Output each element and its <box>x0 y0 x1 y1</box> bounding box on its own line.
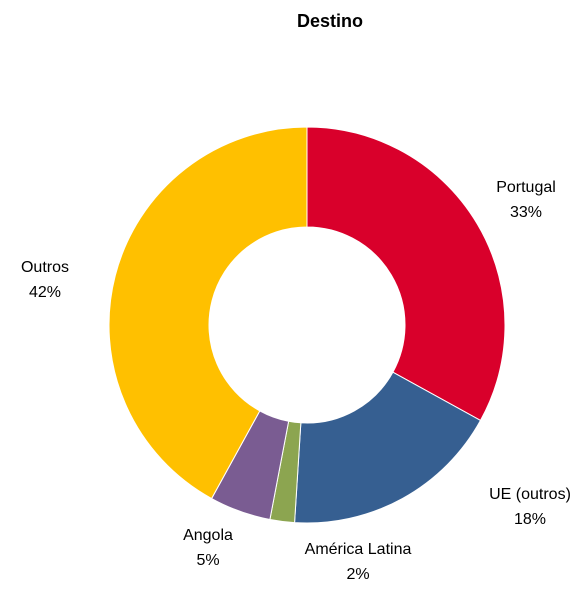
donut-slice <box>306 126 506 422</box>
donut-slice <box>294 371 482 524</box>
slice-label: UE (outros) <box>489 486 571 503</box>
slice-value: 2% <box>346 566 369 583</box>
slice-value: 42% <box>29 284 61 301</box>
slice-label: Outros <box>21 259 69 276</box>
donut-slice <box>108 126 308 500</box>
slice-label: Portugal <box>496 179 556 196</box>
slice-value: 18% <box>514 511 546 528</box>
slice-value: 5% <box>196 552 219 569</box>
chart-title: Destino <box>297 11 363 31</box>
slice-label: América Latina <box>305 541 412 558</box>
slice-value: 33% <box>510 204 542 221</box>
slice-label: Angola <box>183 527 233 544</box>
